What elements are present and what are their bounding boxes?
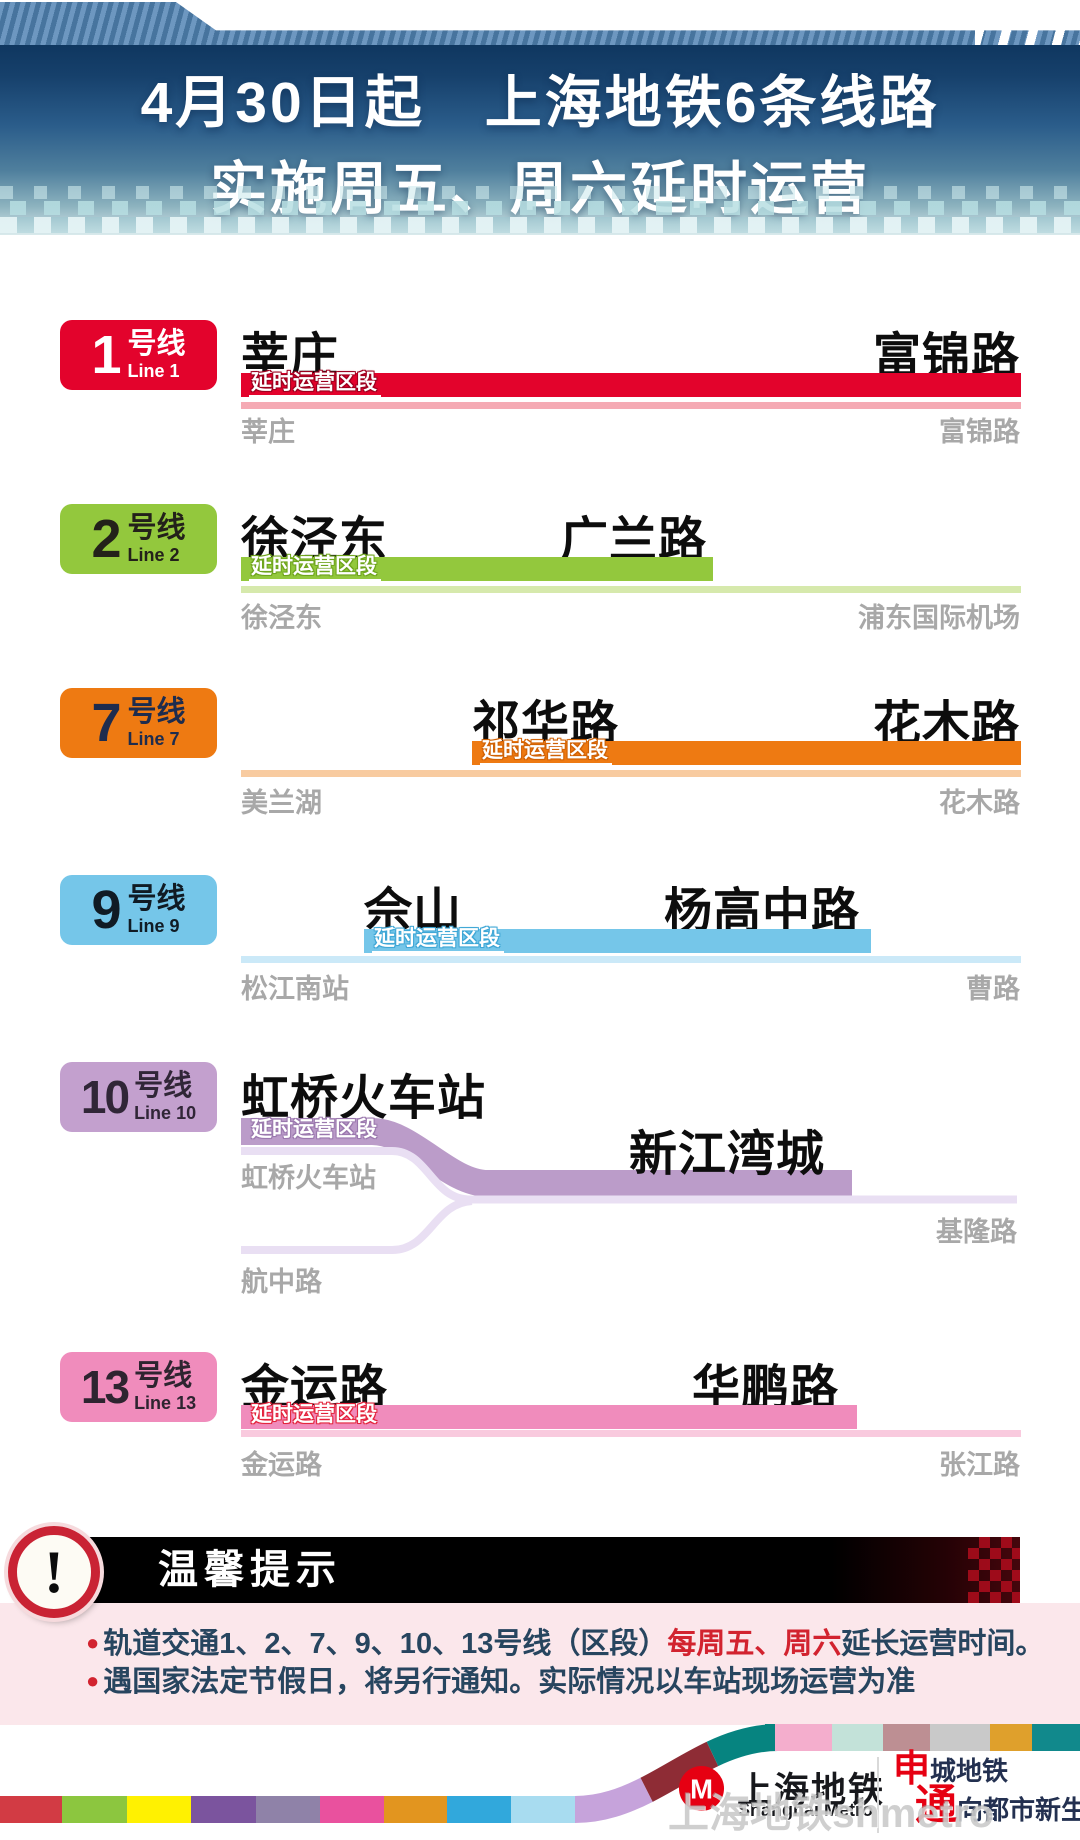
line-10-branch-terminal: 航中路: [241, 1267, 322, 1297]
line-10-from-station: 虹桥火车站: [241, 1072, 487, 1125]
exclamation-glyph: !: [44, 1539, 64, 1605]
line-10-branch-diagram: [241, 1118, 1017, 1254]
line-7-full-line-bar: [241, 770, 1021, 777]
line-10-sub: Line 10: [134, 1103, 197, 1123]
line-13-extended-segment-bar: [241, 1405, 857, 1429]
line-7-terminal-left: 美兰湖: [241, 788, 322, 818]
slogan-red-char-tong: 通: [915, 1781, 958, 1828]
slogan-rest-1: 城地铁: [930, 1756, 1009, 1787]
watermark-text: 上海地铁shmetro: [668, 1790, 994, 1836]
shanghai-metro-logo: M: [678, 1765, 725, 1812]
line-2-badge: 2 号线 Line 2: [60, 504, 217, 574]
line-7-unit: 号线: [127, 696, 186, 728]
line-13-segment-label: 延时运营区段: [251, 1403, 377, 1426]
notice-bullet-1-pre: 轨道交通1、2、7、9、10、13号线（区段）: [103, 1628, 668, 1660]
line-2-unit: 号线: [127, 512, 186, 544]
line-9-extended-segment-bar: [364, 929, 871, 953]
line-2-number: 2: [91, 509, 122, 569]
notice-bar-checker-decoration: [968, 1537, 1020, 1603]
notice-bullet-2: ● 遇国家法定节假日，将另行通知。实际情况以车站现场运营为准: [86, 1658, 915, 1700]
line-1-badge: 1 号线 Line 1: [60, 320, 217, 390]
line-2-full-line-bar: [241, 586, 1021, 593]
line-10-unit: 号线: [134, 1070, 193, 1102]
line-10-branch-thin: [241, 1197, 473, 1254]
line-10-segment-label: 延时运营区段: [251, 1118, 377, 1141]
line-9-segment-label: 延时运营区段: [372, 926, 504, 955]
brand-name-en: Shanghai Metro: [738, 1800, 874, 1820]
footer-slogan-line1: 申 城地铁: [893, 1750, 1008, 1787]
line-10-number: 10: [80, 1071, 130, 1123]
line-9-terminal-left: 松江南站: [241, 974, 349, 1004]
slogan-rest-2: 向都市新生活: [957, 1795, 1080, 1826]
line-1-terminal-left: 莘庄: [241, 417, 295, 447]
footer-slogan-line2: 通 向都市新生活: [915, 1784, 1080, 1826]
line-13-badge: 13 号线 Line 13: [60, 1352, 217, 1422]
line-9-terminal-right: 曹路: [966, 974, 1020, 1004]
line-7-terminal-right: 花木路: [939, 788, 1020, 818]
header-checker-row-3: [0, 217, 1080, 233]
line-2-terminal-right: 浦东国际机场: [858, 603, 1020, 633]
line-10-terminal-right: 基隆路: [936, 1217, 1017, 1247]
notice-panel: [0, 1603, 1080, 1725]
line-2-terminal-left: 徐泾东: [241, 603, 322, 633]
line-1-unit: 号线: [127, 328, 186, 360]
line-9-sub: Line 9: [127, 916, 180, 936]
bullet-dot-icon: ●: [86, 1630, 100, 1655]
bullet-dot-icon: ●: [86, 1668, 100, 1693]
line-13-terminal-left: 金运路: [241, 1450, 322, 1480]
line-13-terminal-right: 张江路: [939, 1450, 1020, 1480]
line-1-terminal-right: 富锦路: [939, 417, 1020, 447]
slogan-red-char-shen: 申: [893, 1748, 930, 1789]
line-1-extended-segment-bar: [241, 373, 1021, 397]
line-13-number: 13: [80, 1361, 130, 1413]
line-10-badge: 10 号线 Line 10: [60, 1062, 217, 1132]
logo-m-glyph: M: [690, 1773, 713, 1804]
line-9-full-line-bar: [241, 956, 1021, 963]
line-9-badge: 9 号线 Line 9: [60, 875, 217, 945]
exclamation-icon: !: [8, 1526, 100, 1618]
notice-header-bar: 温馨提示: [80, 1537, 1020, 1603]
line-1-segment-label: 延时运营区段: [249, 370, 381, 399]
line-2-sub: Line 2: [127, 545, 180, 565]
line-10-to-station: 新江湾城: [629, 1128, 826, 1181]
brand-name-cn: 上海地铁: [737, 1771, 886, 1810]
notice-bullet-2-text: 遇国家法定节假日，将另行通知。实际情况以车站现场运营为准: [103, 1666, 916, 1698]
line-13-sub: Line 13: [134, 1393, 197, 1413]
poster-title-line1: 4月30日起 上海地铁6条线路: [140, 71, 940, 135]
line-13-unit: 号线: [134, 1360, 193, 1392]
line-7-segment-label: 延时运营区段: [480, 738, 612, 767]
notice-title: 温馨提示: [158, 1548, 342, 1592]
line-7-sub: Line 7: [127, 729, 180, 749]
line-2-segment-label: 延时运营区段: [249, 554, 381, 583]
header-corner-slashes: [975, 30, 1080, 45]
footer-ribbon: [0, 1724, 1080, 1823]
line-10-terminal-left: 虹桥火车站: [241, 1163, 376, 1193]
line-1-sub: Line 1: [127, 361, 180, 381]
line-9-unit: 号线: [127, 883, 186, 915]
line-2-extended-segment-bar: [241, 557, 713, 581]
line-1-number: 1: [91, 325, 122, 385]
notice-bullet-1: ● 轨道交通1、2、7、9、10、13号线（区段）每周五、周六延长运营时间。: [86, 1620, 1044, 1662]
line-7-extended-segment-bar: [472, 741, 1021, 765]
footer-divider: [877, 1757, 879, 1833]
notice-bullet-1-post: 延长运营时间。: [841, 1628, 1045, 1660]
header-checker-row-2: [0, 201, 1080, 215]
notice-bullet-1-emphasis: 每周五、周六: [667, 1628, 842, 1660]
header-checker-row-1: [0, 186, 1080, 199]
line-7-badge: 7 号线 Line 7: [60, 688, 217, 758]
line-1-full-line-bar: [241, 402, 1021, 409]
line-10-extended-segment-band: [241, 1118, 852, 1197]
line-13-full-line-bar: [241, 1430, 1021, 1437]
line-9-number: 9: [91, 880, 122, 940]
line-7-number: 7: [91, 693, 122, 753]
header-striped-tab: [0, 2, 1080, 45]
